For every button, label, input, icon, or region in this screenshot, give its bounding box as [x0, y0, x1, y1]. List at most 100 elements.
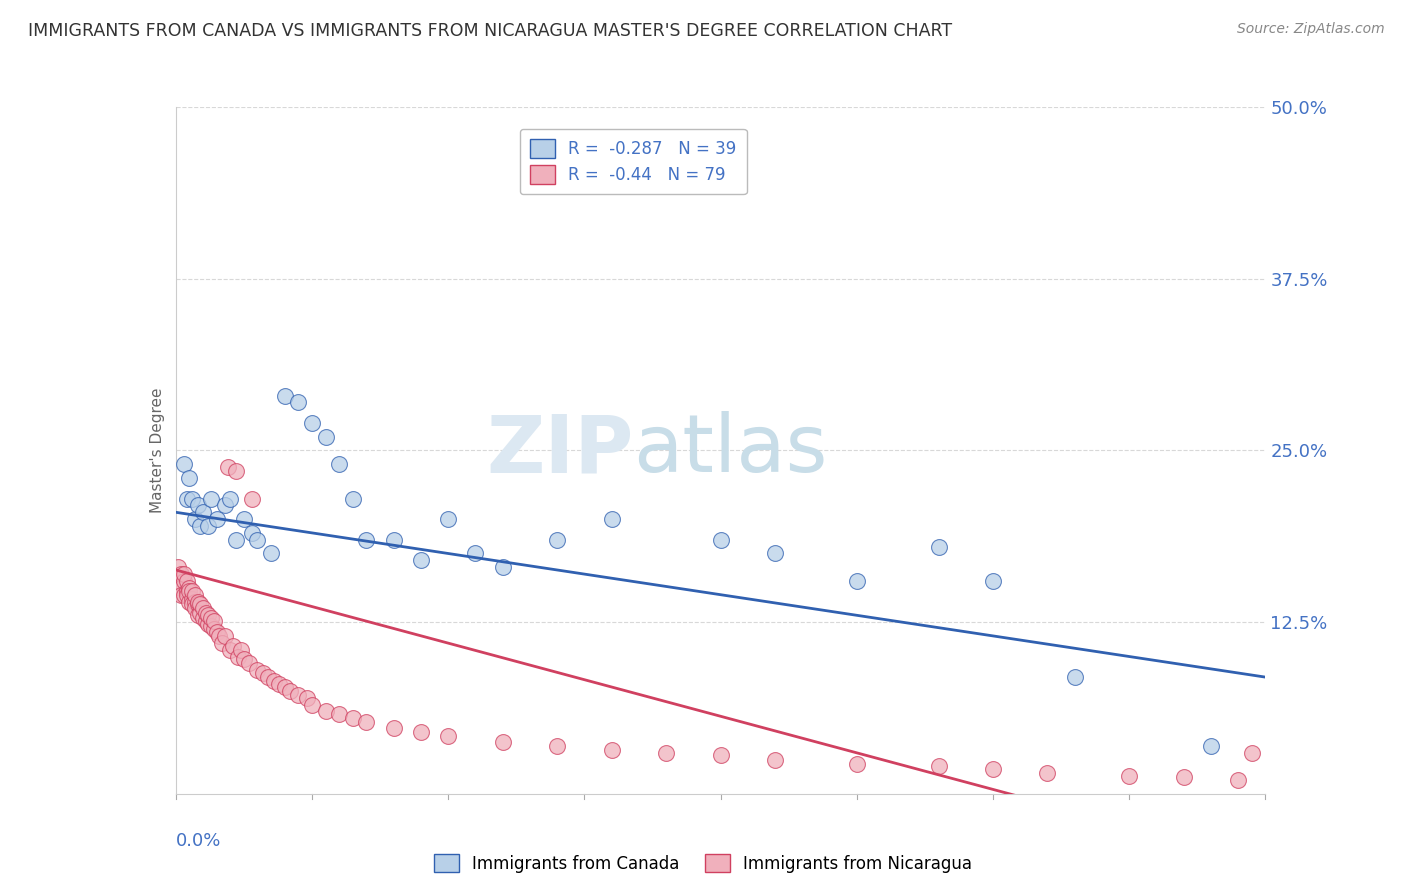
Point [191, 611, 214, 625]
Point [202, 614, 225, 628]
Point [214, 499, 236, 513]
Point [278, 683, 301, 698]
Point [382, 533, 405, 547]
Point [179, 583, 201, 598]
Point [845, 756, 868, 771]
Point [342, 491, 364, 506]
Point [170, 588, 193, 602]
Point [225, 464, 247, 478]
Point [232, 652, 254, 666]
Point [191, 505, 214, 519]
Point [655, 746, 678, 760]
Point [197, 608, 219, 623]
Point [342, 711, 364, 725]
Point [710, 533, 733, 547]
Point [260, 546, 283, 561]
Point [1240, 746, 1263, 760]
Point [231, 642, 253, 657]
Point [197, 519, 219, 533]
Point [287, 395, 309, 409]
Point [600, 512, 623, 526]
Point [409, 553, 432, 567]
Point [228, 649, 250, 664]
Point [191, 601, 214, 615]
Point [301, 698, 323, 712]
Point [315, 705, 337, 719]
Point [186, 608, 209, 623]
Point [184, 601, 207, 615]
Point [194, 606, 217, 620]
Point [546, 533, 568, 547]
Point [1036, 766, 1059, 780]
Point [464, 546, 486, 561]
Point [1063, 670, 1085, 684]
Y-axis label: Master's Degree: Master's Degree [149, 388, 165, 513]
Point [184, 512, 207, 526]
Point [219, 642, 242, 657]
Point [437, 729, 460, 743]
Point [176, 583, 198, 598]
Point [328, 707, 350, 722]
Point [246, 663, 269, 677]
Point [188, 606, 211, 620]
Point [356, 715, 378, 730]
Point [184, 594, 207, 608]
Point [274, 388, 297, 402]
Point [219, 491, 242, 506]
Point [186, 594, 209, 608]
Point [176, 574, 198, 588]
Point [981, 574, 1004, 588]
Point [205, 624, 228, 639]
Point [181, 591, 204, 606]
Point [981, 762, 1004, 776]
Point [211, 636, 233, 650]
Point [208, 629, 231, 643]
Point [205, 512, 228, 526]
Point [170, 581, 193, 595]
Point [186, 597, 209, 611]
Point [546, 739, 568, 753]
Point [492, 560, 515, 574]
Text: atlas: atlas [633, 411, 828, 490]
Legend: R =  -0.287   N = 39, R =  -0.44   N = 79: R = -0.287 N = 39, R = -0.44 N = 79 [520, 129, 747, 194]
Point [240, 491, 263, 506]
Point [356, 533, 378, 547]
Point [188, 597, 211, 611]
Point [176, 588, 198, 602]
Point [710, 748, 733, 763]
Point [170, 567, 193, 582]
Point [257, 670, 280, 684]
Point [315, 430, 337, 444]
Point [232, 512, 254, 526]
Point [928, 759, 950, 773]
Point [200, 611, 222, 625]
Point [167, 560, 190, 574]
Point [181, 583, 204, 598]
Point [301, 416, 323, 430]
Point [263, 674, 285, 689]
Point [252, 665, 274, 680]
Point [382, 721, 405, 735]
Point [295, 690, 318, 705]
Point [200, 619, 222, 633]
Point [1118, 769, 1140, 783]
Point [763, 546, 786, 561]
Point [179, 471, 201, 485]
Point [181, 597, 204, 611]
Point [763, 753, 786, 767]
Point [186, 499, 209, 513]
Point [181, 491, 204, 506]
Point [845, 574, 868, 588]
Point [202, 622, 225, 636]
Point [274, 680, 297, 694]
Point [492, 734, 515, 748]
Point [200, 491, 222, 506]
Point [179, 594, 201, 608]
Point [409, 725, 432, 739]
Point [173, 457, 195, 471]
Point [217, 459, 239, 474]
Point [287, 688, 309, 702]
Point [173, 567, 195, 582]
Point [225, 533, 247, 547]
Point [1173, 771, 1195, 785]
